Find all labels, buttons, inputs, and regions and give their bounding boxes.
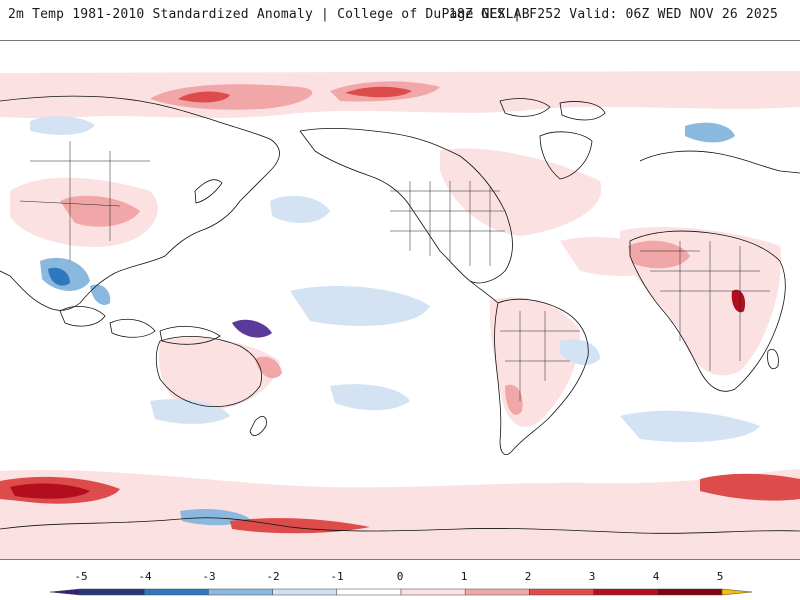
map-svg — [0, 41, 800, 559]
china-moderate-warm — [60, 195, 140, 227]
colorbar-swatch — [208, 588, 273, 596]
colorbar-labels: -5 -4 -3 -2 -1 0 1 2 3 4 5 — [0, 570, 800, 584]
colorbar-label: 2 — [524, 570, 532, 583]
colorbar-label: 0 — [396, 570, 404, 583]
colorbar-label: -3 — [202, 570, 216, 583]
colorbar-swatch — [336, 588, 402, 596]
central-america-coast — [469, 280, 499, 304]
argentina-moderate-warm — [505, 384, 523, 415]
south-indian-cold-patch — [620, 410, 760, 443]
siberia-warm-anomaly — [150, 84, 313, 110]
colorbar-label: -5 — [74, 570, 88, 583]
east-antarctic-strong-warm — [700, 473, 800, 501]
anomaly-map[interactable] — [0, 40, 800, 560]
asia-coastline — [0, 95, 280, 311]
header: 2m Temp 1981-2010 Standardized Anomaly |… — [0, 0, 800, 34]
southwest-pacific-cold-patch — [150, 399, 230, 424]
madagascar-coast — [767, 349, 779, 370]
colorbar-label: -2 — [266, 570, 280, 583]
colorbar-label: 1 — [460, 570, 468, 583]
west-africa-moderate-warm — [628, 240, 690, 269]
australia-coast — [155, 336, 262, 407]
siberia-cold-patch — [30, 116, 95, 135]
colorbar-swatch — [593, 588, 659, 596]
southeast-asia-strong-cold — [48, 267, 70, 286]
europe-coastline — [639, 150, 800, 174]
south-america-coastline — [494, 298, 589, 455]
political-boundaries — [19, 141, 770, 401]
new-zealand-coast — [249, 416, 267, 436]
anomaly-shading — [0, 71, 800, 559]
coastlines — [0, 95, 800, 534]
south-atlantic-cold-patch — [560, 339, 600, 365]
japan-coast — [194, 179, 223, 204]
solomon-sea-extreme-cold — [232, 319, 272, 338]
colorbar-swatch — [272, 588, 338, 596]
colorbar-min-arrow — [49, 588, 81, 596]
colorbar-label: 4 — [652, 570, 660, 583]
east-africa-strong-warm — [731, 289, 746, 313]
maritime-continent-coasts — [59, 306, 221, 345]
model-run-info: 18Z GFS | F252 Valid: 06Z WED NOV 26 202… — [448, 7, 778, 22]
arctic-canada-strong-warm-core — [345, 86, 412, 98]
central-pacific-cold-patch — [290, 286, 430, 326]
scandinavia-cold — [685, 122, 735, 143]
north-pacific-cold-patch — [270, 195, 330, 223]
colorbar-swatch — [464, 588, 530, 596]
map-title: 2m Temp 1981-2010 Standardized Anomaly |… — [8, 7, 530, 22]
north-america-warm — [440, 148, 602, 236]
southern-ocean-warm-band — [0, 469, 800, 559]
colorbar: -5 -4 -3 -2 -1 0 1 2 3 4 5 — [0, 570, 800, 600]
philippines-cold — [90, 284, 111, 306]
colorbar-swatch — [143, 588, 209, 596]
asia-country-lines — [19, 141, 150, 261]
colorbar-swatch — [657, 588, 723, 596]
antarctic-coast-warm — [230, 518, 370, 534]
siberia-strong-warm-core — [178, 91, 230, 103]
antarctica-coastline — [0, 517, 800, 534]
africa-country-lines — [640, 241, 770, 371]
colorbar-label: -1 — [330, 570, 344, 583]
south-pacific-cold-patch — [330, 384, 410, 411]
australia-warm — [159, 337, 280, 411]
colorbar-label: 3 — [588, 570, 596, 583]
colorbar-swatch — [529, 588, 594, 596]
colorbar-swatch — [79, 588, 145, 596]
west-antarctic-very-strong-warm — [10, 483, 90, 499]
colorbar-label: 5 — [716, 570, 724, 583]
arctic-islands-coast — [499, 98, 606, 121]
colorbar-label: -4 — [138, 570, 152, 583]
colorbar-swatches — [49, 588, 753, 596]
colorbar-max-arrow — [721, 588, 753, 596]
south-america-country-lines — [500, 311, 580, 401]
tasman-moderate-warm — [255, 356, 282, 379]
us-state-lines — [390, 181, 505, 266]
colorbar-swatch — [400, 588, 466, 596]
north-america-coastline — [299, 127, 513, 284]
africa-coastline — [629, 230, 786, 392]
greenland-coast — [539, 131, 593, 180]
